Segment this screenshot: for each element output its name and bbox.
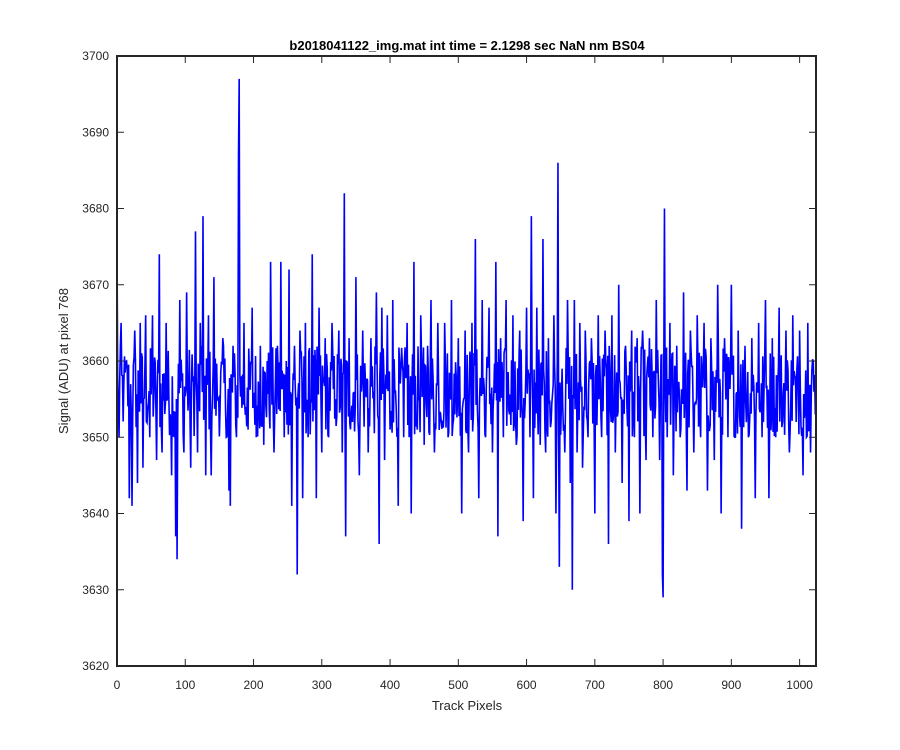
x-tick-label: 700 [585,678,605,692]
x-tick-label: 0 [114,678,121,692]
y-tick-label: 3670 [82,278,109,292]
signal-line [116,78,817,598]
y-tick-label: 3640 [82,507,109,521]
y-tick-label: 3680 [82,202,109,216]
x-tick-label: 100 [175,678,195,692]
x-tick-label: 500 [448,678,468,692]
x-tick-label: 900 [721,678,741,692]
chart-title: b2018041122_img.mat int time = 2.1298 se… [289,38,645,53]
x-axis-label: Track Pixels [432,698,503,713]
x-tick-label: 200 [244,678,264,692]
y-tick-label: 3620 [82,659,109,673]
x-tick-label: 300 [312,678,332,692]
x-tick-label: 1000 [786,678,813,692]
plot-area: 0 100 200 300 400 500 600 700 800 900 1000 3620 3630… [82,49,817,692]
y-axis-label: Signal (ADU) at pixel 768 [56,288,71,434]
y-tick-label: 3700 [82,49,109,63]
x-tick-label: 400 [380,678,400,692]
y-tick-label: 3660 [82,354,109,368]
y-tick-label: 3650 [82,430,109,444]
y-tick-label: 3690 [82,125,109,139]
x-tick-label: 800 [653,678,673,692]
y-tick-label: 3630 [82,583,109,597]
x-tick-label: 600 [517,678,537,692]
